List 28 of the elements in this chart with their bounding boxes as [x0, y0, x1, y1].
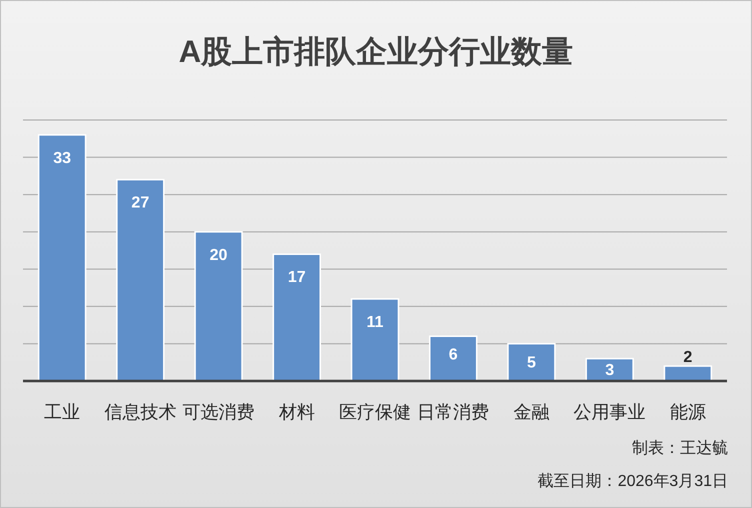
data-label: 6 [448, 346, 458, 364]
bar [116, 178, 165, 382]
bar [272, 253, 321, 382]
text: 制表：王达毓 [632, 439, 728, 457]
x-tick-label: 材料 [278, 402, 315, 422]
x-tick-label: 能源 [670, 402, 706, 422]
text: 截至日期：2026年3月31日 [538, 472, 728, 490]
x-tick-label: 公用事业 [574, 402, 646, 422]
bar [507, 342, 556, 382]
data-label: 27 [131, 194, 150, 212]
x-tick-label: 信息技术 [104, 402, 176, 422]
data-label: 11 [366, 314, 384, 331]
x-tick-label: 金融 [513, 402, 550, 422]
x-tick-label: 日常消费 [417, 402, 490, 422]
x-tick-label: 医疗保健 [339, 402, 411, 422]
bar [429, 336, 478, 382]
data-label: 2 [683, 349, 692, 366]
bar [38, 134, 86, 382]
bar [350, 298, 400, 382]
data-label: 5 [526, 354, 536, 372]
data-label: 33 [53, 150, 72, 167]
chart-title: A股上市排队企业分行业数量 [178, 34, 574, 69]
data-label: 17 [288, 269, 306, 286]
data-label: 20 [210, 246, 228, 264]
bar [194, 231, 243, 382]
x-tick-label: 可选消费 [182, 402, 255, 422]
x-tick-label: 工业 [44, 402, 80, 422]
data-label: 3 [605, 362, 614, 380]
